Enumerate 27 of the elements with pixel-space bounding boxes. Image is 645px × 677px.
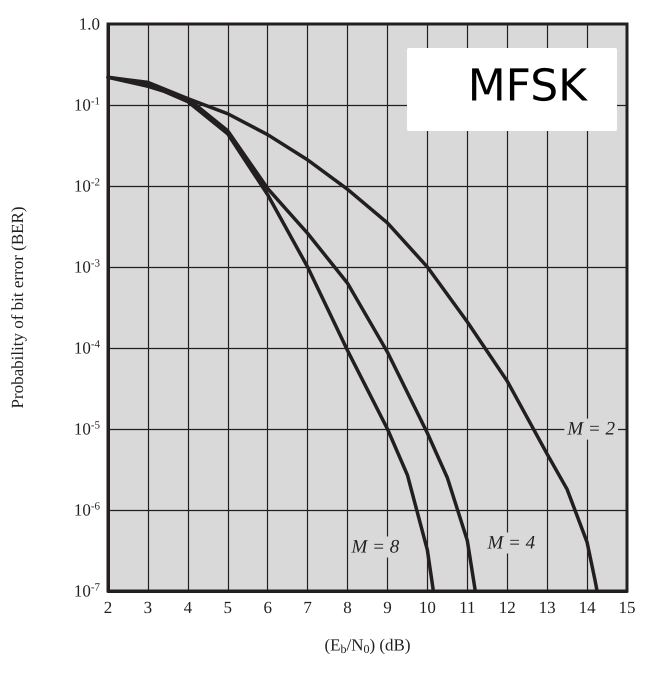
x-tick-label: 11 — [459, 598, 476, 617]
x-tick-label: 2 — [104, 598, 112, 617]
x-tick-label: 7 — [303, 598, 312, 617]
x-tick-label: 8 — [343, 598, 352, 617]
x-tick-label: 4 — [184, 598, 193, 617]
x-tick-label: 12 — [498, 598, 516, 617]
series-label: M = 4 — [486, 532, 536, 554]
y-axis-title: Probability of bit error (BER) — [8, 206, 27, 409]
series-label: M = 2 — [566, 418, 616, 440]
x-tick-label: 15 — [618, 598, 636, 617]
y-tick-label: 10$^{-1}$ — [74, 96, 100, 114]
x-tick-label: 3 — [144, 598, 152, 617]
x-tick-label: 14 — [578, 598, 596, 617]
series-label: M = 8 — [350, 536, 400, 558]
y-tick-label: 10$^{-3}$ — [74, 258, 100, 276]
y-tick-label: 10$^{-4}$ — [74, 338, 100, 358]
x-tick-label: 10 — [418, 598, 436, 617]
x-tick-label: 13 — [538, 598, 556, 617]
y-tick-label: 10$^{-7}$ — [74, 582, 100, 600]
x-tick-label: 9 — [383, 598, 392, 617]
x-tick-label: 6 — [263, 598, 272, 617]
y-tick-label: 10$^{-5}$ — [74, 420, 100, 438]
y-tick-label: 1.0 — [78, 14, 100, 34]
x-tick-label: 5 — [224, 598, 232, 617]
annotation: MFSK — [468, 60, 588, 112]
y-tick-label: 10$^{-6}$ — [74, 500, 100, 520]
y-tick-label: 10$^{-2}$ — [74, 176, 100, 196]
